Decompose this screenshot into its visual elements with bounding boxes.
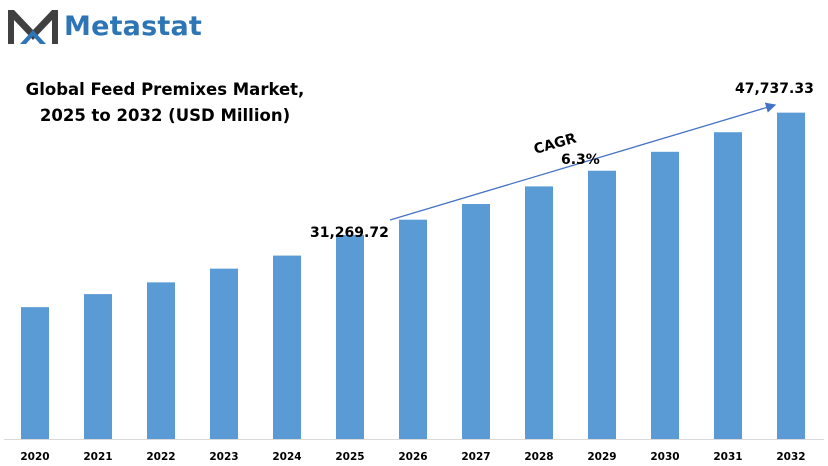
x-tick-label-2029: 2029 (587, 451, 616, 463)
x-tick-label-2022: 2022 (146, 451, 175, 463)
bar-2024 (273, 255, 301, 439)
chart-title-line-1: Global Feed Premixes Market, (25, 80, 305, 99)
bar-2023 (210, 268, 238, 439)
x-tick-label-2021: 2021 (83, 451, 112, 463)
metastat-m-logo-icon (8, 10, 58, 44)
x-tick-label-2028: 2028 (524, 451, 553, 463)
x-tick-label-2024: 2024 (272, 451, 301, 463)
bar-2030 (651, 151, 679, 440)
bar-2021 (84, 294, 112, 439)
bar-2029 (588, 170, 616, 439)
x-tick-label-2020: 2020 (20, 451, 49, 463)
bar-2026 (399, 219, 427, 439)
x-tick-label-2032: 2032 (776, 451, 805, 463)
bar-2028 (525, 186, 553, 439)
x-tick-label-2030: 2030 (650, 451, 679, 463)
bar-2032 (777, 112, 805, 440)
bar-2025 (336, 234, 364, 439)
brand-name: Metastat (64, 10, 203, 42)
bar-2031 (714, 132, 742, 439)
brand-logo: Metastat (6, 6, 202, 46)
x-tick-label-2027: 2027 (461, 451, 490, 463)
chart-title-line-2: 2025 to 2032 (USD Million) (39, 106, 291, 125)
cagr-value: 6.3% (561, 152, 600, 168)
bar-2022 (147, 282, 175, 439)
cagr-arrow (389, 102, 777, 221)
start-value-label: 31,269.72 (310, 225, 389, 241)
x-tick-label-2023: 2023 (209, 451, 238, 463)
x-tick-label-2026: 2026 (398, 451, 427, 463)
x-tick-label-2025: 2025 (335, 451, 364, 463)
x-tick-label-2031: 2031 (713, 451, 742, 463)
end-value-label: 47,737.33 (735, 81, 814, 97)
bar-2020 (21, 307, 49, 439)
chart-title: Global Feed Premixes Market, 2025 to 203… (20, 77, 310, 129)
bar-2027 (462, 204, 490, 439)
